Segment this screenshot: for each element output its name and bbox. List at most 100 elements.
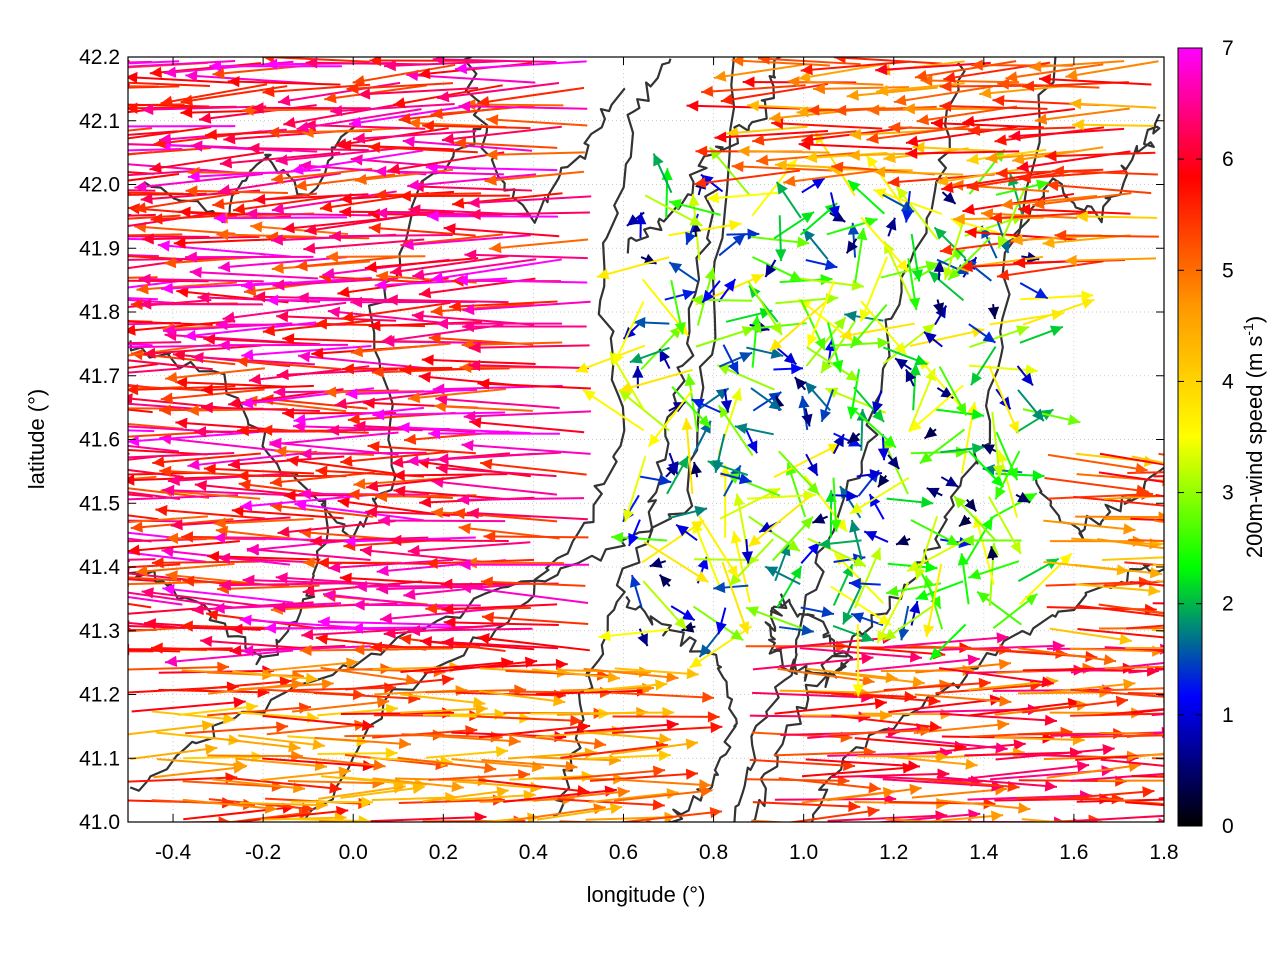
wind-vector [128,146,212,156]
wind-vector [1016,365,1034,387]
wind-vector [128,449,208,456]
wind-vector [1104,580,1164,587]
wind-vector [232,194,343,215]
wind-vector [1129,581,1164,587]
wind-vector [722,344,740,375]
wind-vector [931,117,1044,130]
wind-vector [478,778,590,797]
wind-vector [128,259,183,270]
wind-vector [288,755,386,771]
wind-vector [713,63,807,82]
wind-vector [583,667,679,683]
wind-vector [157,240,292,258]
wind-vector [399,190,510,202]
wind-vector [968,323,996,344]
wind-vector [160,83,268,107]
wind-vector [776,565,803,608]
wind-vector [402,136,533,152]
wind-vector [260,424,369,436]
wind-vector [432,57,557,66]
wind-vector [756,152,856,166]
wind-vector [241,345,372,361]
wind-vector [832,563,854,606]
wind-vector [611,532,668,544]
wind-vector [128,519,183,523]
wind-vector [668,219,742,237]
wind-vector [350,342,451,358]
wind-vector [923,426,938,440]
contour-line [733,61,966,822]
wind-vector [152,452,262,468]
colorbar-ticks: 0 1 2 3 4 5 6 7 [1178,37,1234,838]
wind-vector [996,450,1019,518]
wind-vector [379,606,507,624]
wind-vector [425,684,527,696]
colorbar-tick-label: 3 [1222,482,1234,505]
wind-vector [1125,801,1164,807]
wind-vector [1046,786,1155,801]
wind-vector [854,547,882,609]
wind-vector [670,605,696,622]
wind-vector [462,320,587,333]
wind-vector [877,434,890,461]
wind-vector [1072,119,1154,131]
wind-vector [399,364,510,376]
y-tick-label: 41.5 [79,492,120,515]
wind-vector [848,577,881,590]
wind-vector [681,621,696,633]
wind-vector [1070,772,1164,782]
wind-vector [693,169,801,189]
wind-vector [778,624,814,636]
wind-vector [997,190,1025,249]
wind-vector [820,389,835,423]
wind-vector [128,493,153,498]
wind-vector [240,276,372,291]
wind-vector [719,351,753,368]
wind-vector [385,294,509,306]
wind-vector [612,300,645,366]
wind-vector [833,671,925,688]
wind-vector [859,256,889,323]
wind-vector [967,760,1090,780]
wind-vector [330,103,455,117]
wind-vector [262,319,373,337]
wind-vector [1022,408,1081,426]
wind-vector [476,714,583,727]
wind-vector [853,386,885,423]
colorbar-tick-label: 5 [1222,259,1234,282]
wind-vector [128,85,180,89]
x-tick-label: 0.4 [519,841,549,864]
wind-vector [718,278,737,303]
wind-vector [1069,98,1157,110]
wind-vector [368,141,478,154]
wind-vector [425,557,535,569]
wind-vector [800,60,911,76]
wind-vector [128,60,180,65]
wind-vector [128,455,157,461]
wind-vector [128,276,158,279]
wind-vector [712,433,726,474]
wind-vector [909,600,921,626]
wind-vector [701,84,806,97]
wind-vector [185,721,289,735]
wind-vector [129,743,218,761]
wind-vector [128,423,184,430]
wind-vector [909,363,921,411]
wind-vector [847,222,860,258]
wind-vector [887,755,978,770]
wind-vector [290,796,374,808]
wind-vector [778,777,881,794]
wind-vector [531,668,621,683]
wind-vector [907,739,1026,756]
wind-vector [812,513,829,524]
wind-vector [633,316,670,329]
wind-vector [128,297,158,301]
wind-vector [352,644,454,656]
wind-vector [303,238,425,254]
wind-vector [358,86,479,100]
wind-vector [389,255,509,277]
wind-vector [238,734,325,751]
wind-vector [720,472,752,485]
wind-vector [128,606,208,615]
wind-vector [508,747,597,760]
